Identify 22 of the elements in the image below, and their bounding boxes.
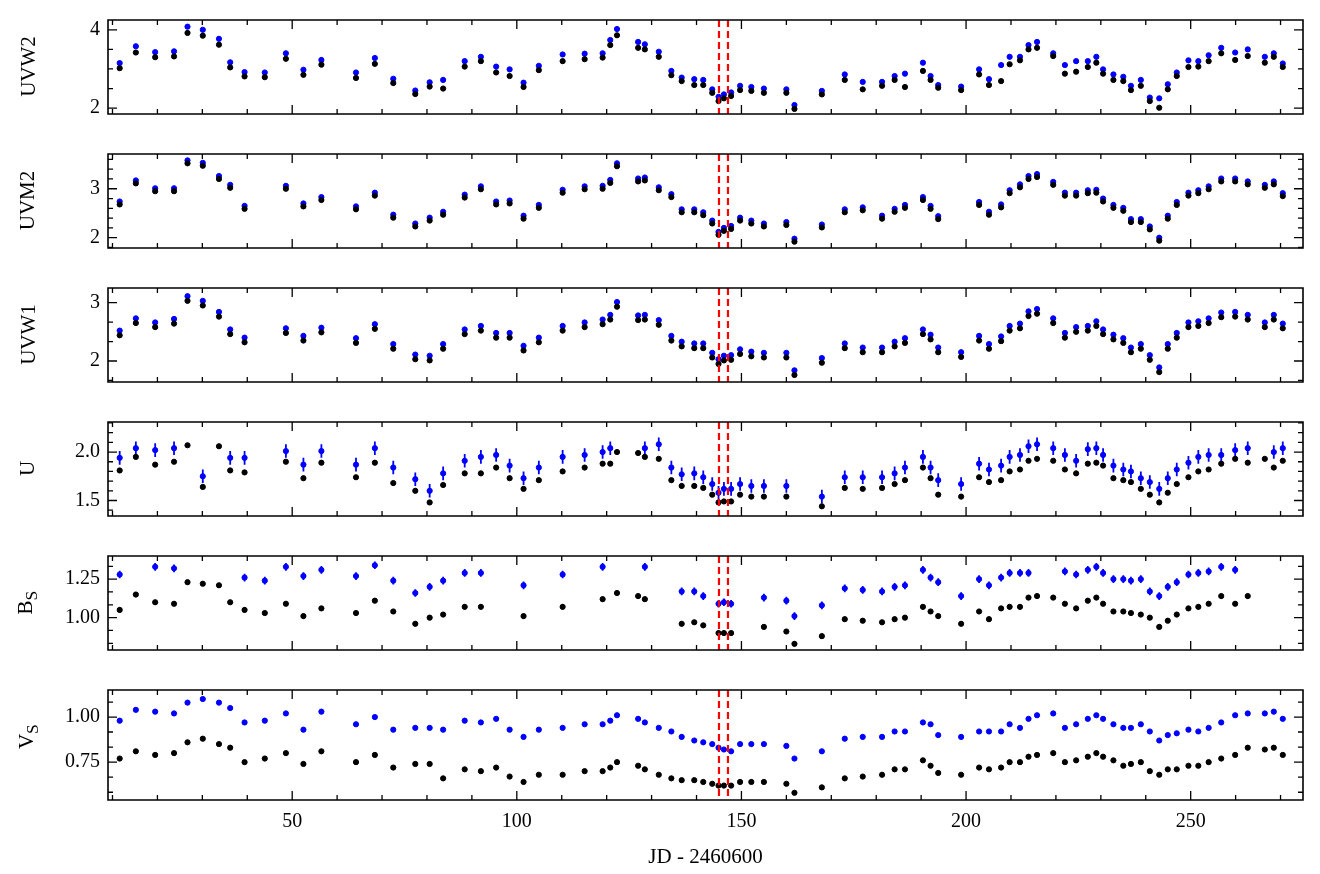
- y-tick-label: 3: [90, 176, 100, 199]
- y-tick-label: 1.00: [65, 604, 100, 627]
- y-tick-label: 2: [90, 348, 100, 371]
- y-axis-title: UVM2: [15, 170, 41, 231]
- y-tick-label: 4: [90, 17, 100, 40]
- y-tick-label: 2: [90, 224, 100, 247]
- x-tick-label: 100: [501, 809, 532, 832]
- y-tick-label: 1.5: [75, 487, 100, 510]
- y-axis-title: UVW1: [15, 304, 41, 365]
- x-axis-title: JD - 2460600: [648, 843, 763, 868]
- x-tick-label: 200: [951, 809, 982, 832]
- y-tick-label: 2.0: [75, 439, 100, 462]
- y-axis-title: U: [15, 460, 41, 477]
- y-tick-label: 1.25: [65, 566, 100, 589]
- y-tick-label: 3: [90, 289, 100, 312]
- y-tick-label: 0.75: [65, 749, 100, 772]
- x-tick-label: 150: [726, 809, 757, 832]
- y-tick-label: 2: [90, 95, 100, 118]
- y-tick-label: 1.00: [65, 704, 100, 727]
- x-tick-label: 250: [1175, 809, 1206, 832]
- y-axis-title: UVW2: [15, 36, 41, 97]
- x-tick-label: 50: [282, 809, 303, 832]
